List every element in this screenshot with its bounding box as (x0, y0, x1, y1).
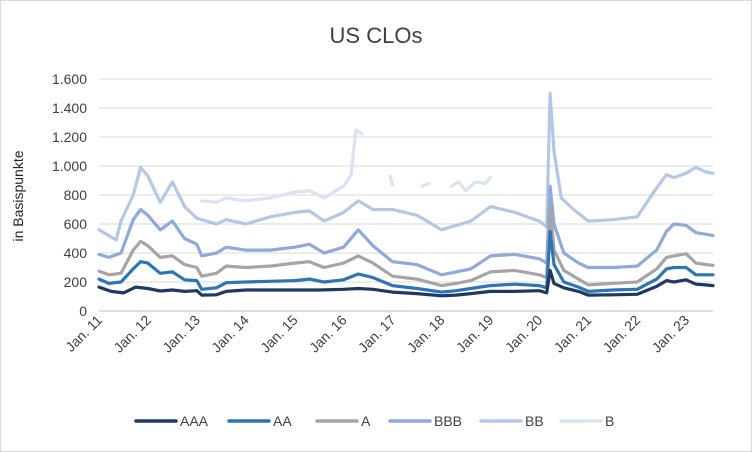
x-tick-label: Jan. 15 (257, 312, 301, 356)
series-line-a (97, 205, 715, 288)
y-tick-label: 400 (64, 245, 88, 261)
x-tick-label: Jan. 18 (404, 312, 448, 356)
series-lines (97, 91, 715, 298)
legend: AAA AA A BBB BB B (134, 413, 614, 429)
legend-label-bbb: BBB (434, 413, 462, 429)
x-tick-label: Jan. 20 (502, 312, 546, 356)
x-axis-tick-labels: Jan. 11 Jan. 12 Jan. 13 Jan. 14 Jan. 15 Jan. … (62, 312, 692, 356)
series-line-b (388, 174, 395, 187)
y-tick-label: 1.200 (52, 129, 87, 145)
x-tick-label: Jan. 19 (453, 312, 497, 356)
x-tick-label: Jan. 23 (648, 312, 692, 356)
legend-label-aaa: AAA (180, 413, 209, 429)
x-tick-label: Jan. 12 (110, 312, 154, 356)
x-tick-label: Jan. 22 (599, 312, 643, 356)
y-tick-label: 1.600 (52, 71, 87, 87)
y-tick-label: 0 (79, 303, 87, 319)
series-line-aaa (97, 268, 715, 298)
series-line-aa (97, 229, 715, 294)
x-tick-label: Jan. 13 (159, 312, 203, 356)
legend-label-aa: AA (273, 413, 292, 429)
y-axis-label: in Basispunkte (10, 150, 26, 241)
series-line-bbb (97, 184, 715, 277)
y-axis-tick-labels: 0 200 400 600 800 1.000 1.200 1.400 1.600 (52, 71, 87, 319)
series-line-bb (97, 91, 715, 242)
y-tick-label: 200 (64, 274, 88, 290)
x-tick-label: Jan. 14 (208, 312, 252, 356)
x-tick-label: Jan. 16 (306, 312, 350, 356)
y-tick-label: 800 (64, 187, 88, 203)
y-tick-label: 1.000 (52, 158, 87, 174)
series-line-b (200, 128, 364, 204)
legend-label-a: A (361, 413, 371, 429)
legend-label-b: B (605, 413, 614, 429)
x-tick-label: Jan. 17 (355, 312, 399, 356)
y-tick-label: 1.400 (52, 100, 87, 116)
x-tick-label: Jan. 21 (551, 312, 595, 356)
chart-title: US CLOs (330, 23, 423, 48)
y-tick-label: 600 (64, 216, 88, 232)
series-line-b (420, 181, 431, 188)
legend-label-bb: BB (525, 413, 544, 429)
series-line-b (449, 176, 492, 193)
gridlines (99, 78, 713, 283)
